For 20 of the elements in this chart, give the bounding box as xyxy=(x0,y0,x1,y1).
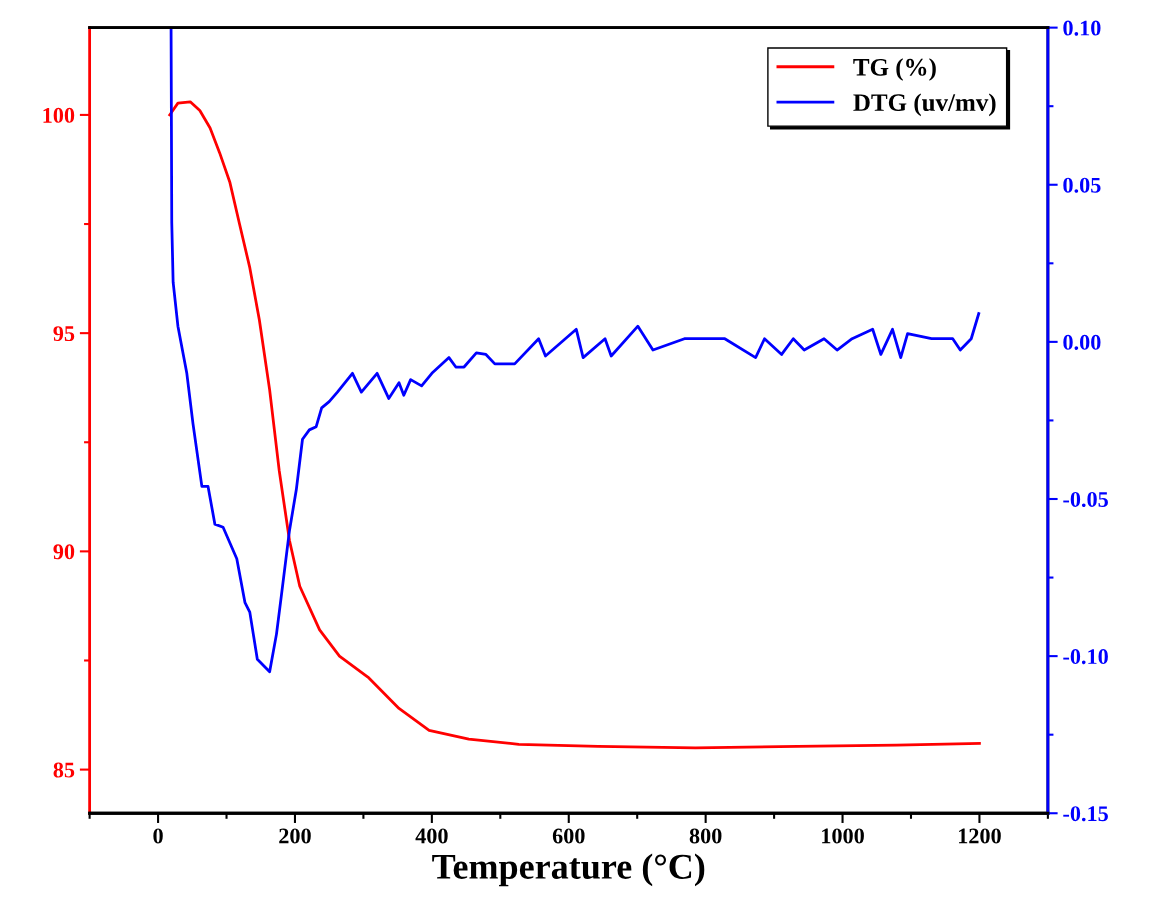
x-tick-label: 400 xyxy=(415,828,448,844)
y-tick-label: 95 xyxy=(53,326,75,342)
y2-tick-label: 0.00 xyxy=(1063,334,1101,350)
x-tick-label: 800 xyxy=(689,828,722,844)
y2-tick-label: -0.10 xyxy=(1063,649,1108,665)
x-tick-label: 0 xyxy=(153,828,163,844)
y2-tick-label: -0.05 xyxy=(1063,491,1108,508)
x-axis-title: Temperature (°C) xyxy=(432,853,705,887)
y2-tick-label: -0.15 xyxy=(1063,806,1108,822)
x-tick-label: 200 xyxy=(279,828,311,844)
x-tick-label: 600 xyxy=(552,828,585,844)
y2-tick-label: 0.05 xyxy=(1063,177,1101,193)
x-tick-label: 1000 xyxy=(822,828,864,844)
y-tick-label: 85 xyxy=(53,762,75,778)
x-tick-label: 1200 xyxy=(959,828,1001,844)
y-tick-label: 100 xyxy=(43,107,75,123)
legend-label: DTG (uv/mv) xyxy=(853,93,996,117)
y-tick-label: 90 xyxy=(53,544,75,560)
legend-label: TG (%) xyxy=(853,58,936,81)
y2-tick-label: 0.10 xyxy=(1063,20,1101,36)
